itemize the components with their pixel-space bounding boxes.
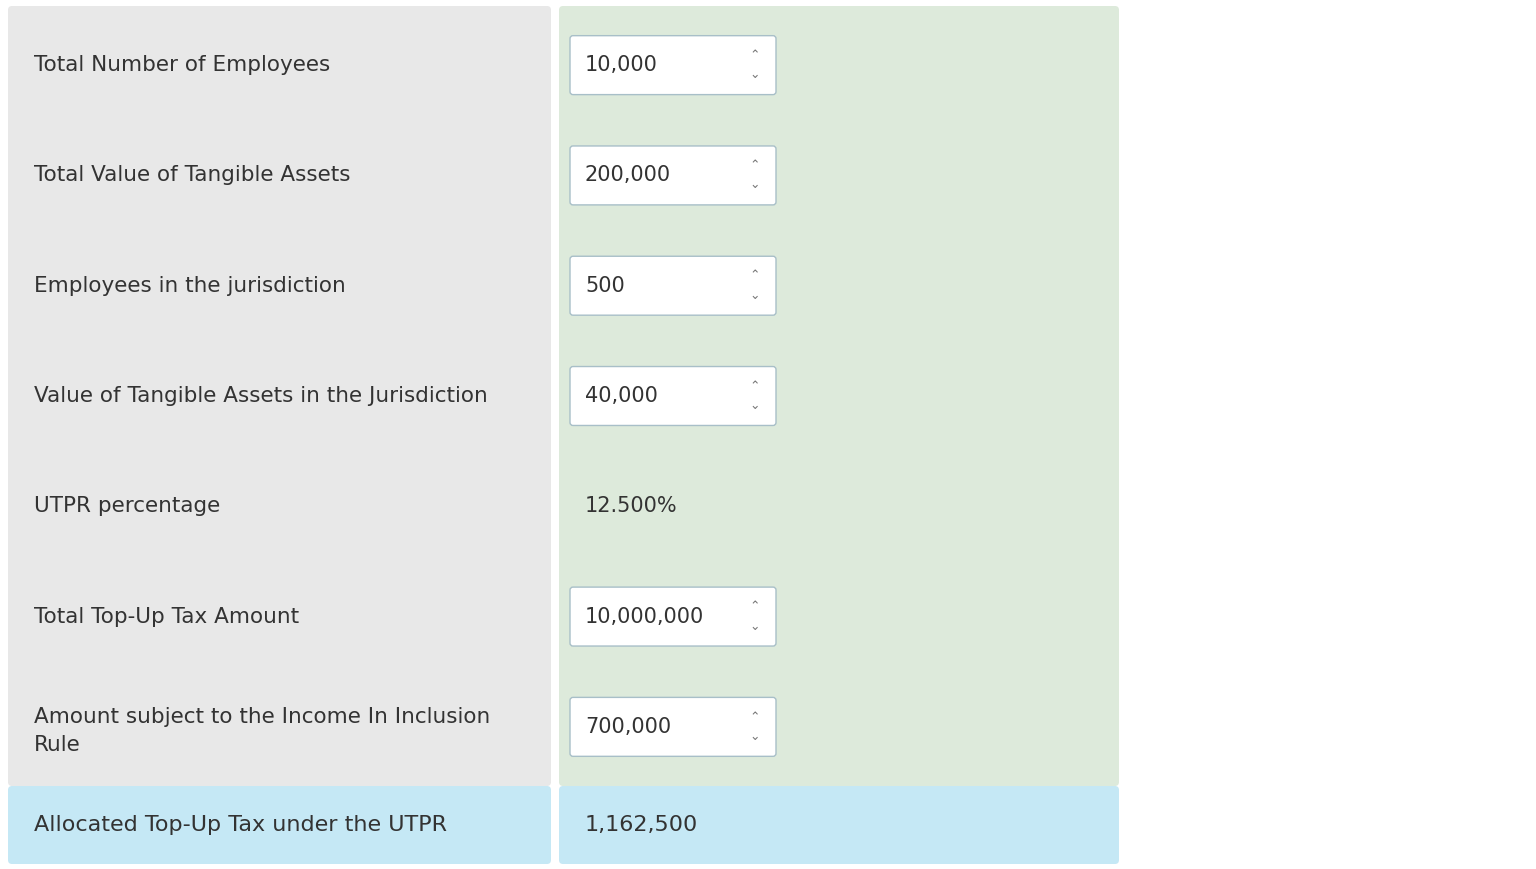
Text: 12.500%: 12.500%	[585, 496, 677, 516]
FancyBboxPatch shape	[570, 587, 776, 646]
Text: Total Number of Employees: Total Number of Employees	[34, 55, 330, 75]
Text: ⌄: ⌄	[750, 68, 760, 81]
FancyBboxPatch shape	[570, 146, 776, 205]
Text: 200,000: 200,000	[585, 165, 671, 185]
Text: Rule: Rule	[34, 735, 81, 755]
Text: ⌃: ⌃	[750, 600, 760, 614]
Text: ⌄: ⌄	[750, 620, 760, 633]
Text: ⌃: ⌃	[750, 711, 760, 724]
FancyBboxPatch shape	[570, 256, 776, 315]
Text: 10,000: 10,000	[585, 55, 657, 75]
Text: ⌃: ⌃	[750, 50, 760, 62]
Text: ⌃: ⌃	[750, 380, 760, 393]
FancyBboxPatch shape	[570, 367, 776, 426]
Text: 1,162,500: 1,162,500	[585, 815, 699, 835]
Text: 700,000: 700,000	[585, 717, 671, 737]
Text: Value of Tangible Assets in the Jurisdiction: Value of Tangible Assets in the Jurisdic…	[34, 386, 488, 406]
FancyBboxPatch shape	[8, 786, 551, 864]
Text: Total Top-Up Tax Amount: Total Top-Up Tax Amount	[34, 607, 300, 627]
FancyBboxPatch shape	[559, 786, 1120, 864]
FancyBboxPatch shape	[570, 36, 776, 95]
Text: ⌄: ⌄	[750, 730, 760, 743]
Text: ⌃: ⌃	[750, 269, 760, 282]
Text: 40,000: 40,000	[585, 386, 657, 406]
Text: ⌄: ⌄	[750, 178, 760, 191]
Text: ⌄: ⌄	[750, 399, 760, 412]
Text: Employees in the jurisdiction: Employees in the jurisdiction	[34, 275, 346, 295]
FancyBboxPatch shape	[559, 6, 1120, 786]
Text: 500: 500	[585, 275, 625, 295]
Text: Allocated Top-Up Tax under the UTPR: Allocated Top-Up Tax under the UTPR	[34, 815, 447, 835]
Text: Amount subject to the Income In Inclusion: Amount subject to the Income In Inclusio…	[34, 706, 490, 726]
FancyBboxPatch shape	[570, 698, 776, 756]
FancyBboxPatch shape	[8, 6, 551, 786]
Text: UTPR percentage: UTPR percentage	[34, 496, 220, 516]
Text: ⌃: ⌃	[750, 159, 760, 172]
Text: Total Value of Tangible Assets: Total Value of Tangible Assets	[34, 165, 350, 185]
Text: ⌄: ⌄	[750, 289, 760, 302]
Text: 10,000,000: 10,000,000	[585, 607, 703, 627]
